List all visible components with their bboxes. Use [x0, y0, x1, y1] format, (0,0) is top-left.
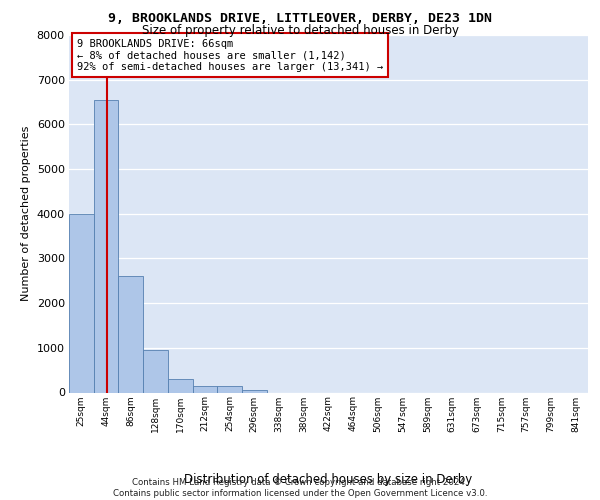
Bar: [94, 100, 118, 392]
Bar: [168, 378, 193, 392]
Bar: [242, 390, 267, 392]
Bar: [143, 350, 168, 393]
X-axis label: Distribution of detached houses by size in Derby: Distribution of detached houses by size …: [184, 474, 473, 486]
Text: 9, BROOKLANDS DRIVE, LITTLEOVER, DERBY, DE23 1DN: 9, BROOKLANDS DRIVE, LITTLEOVER, DERBY, …: [108, 12, 492, 26]
Text: Contains HM Land Registry data © Crown copyright and database right 2024.
Contai: Contains HM Land Registry data © Crown c…: [113, 478, 487, 498]
Bar: [193, 386, 217, 392]
Y-axis label: Number of detached properties: Number of detached properties: [21, 126, 31, 302]
Text: 9 BROOKLANDS DRIVE: 66sqm
← 8% of detached houses are smaller (1,142)
92% of sem: 9 BROOKLANDS DRIVE: 66sqm ← 8% of detach…: [77, 38, 383, 72]
Bar: [69, 214, 94, 392]
Bar: [217, 386, 242, 392]
Text: Size of property relative to detached houses in Derby: Size of property relative to detached ho…: [142, 24, 458, 37]
Bar: [118, 276, 143, 392]
